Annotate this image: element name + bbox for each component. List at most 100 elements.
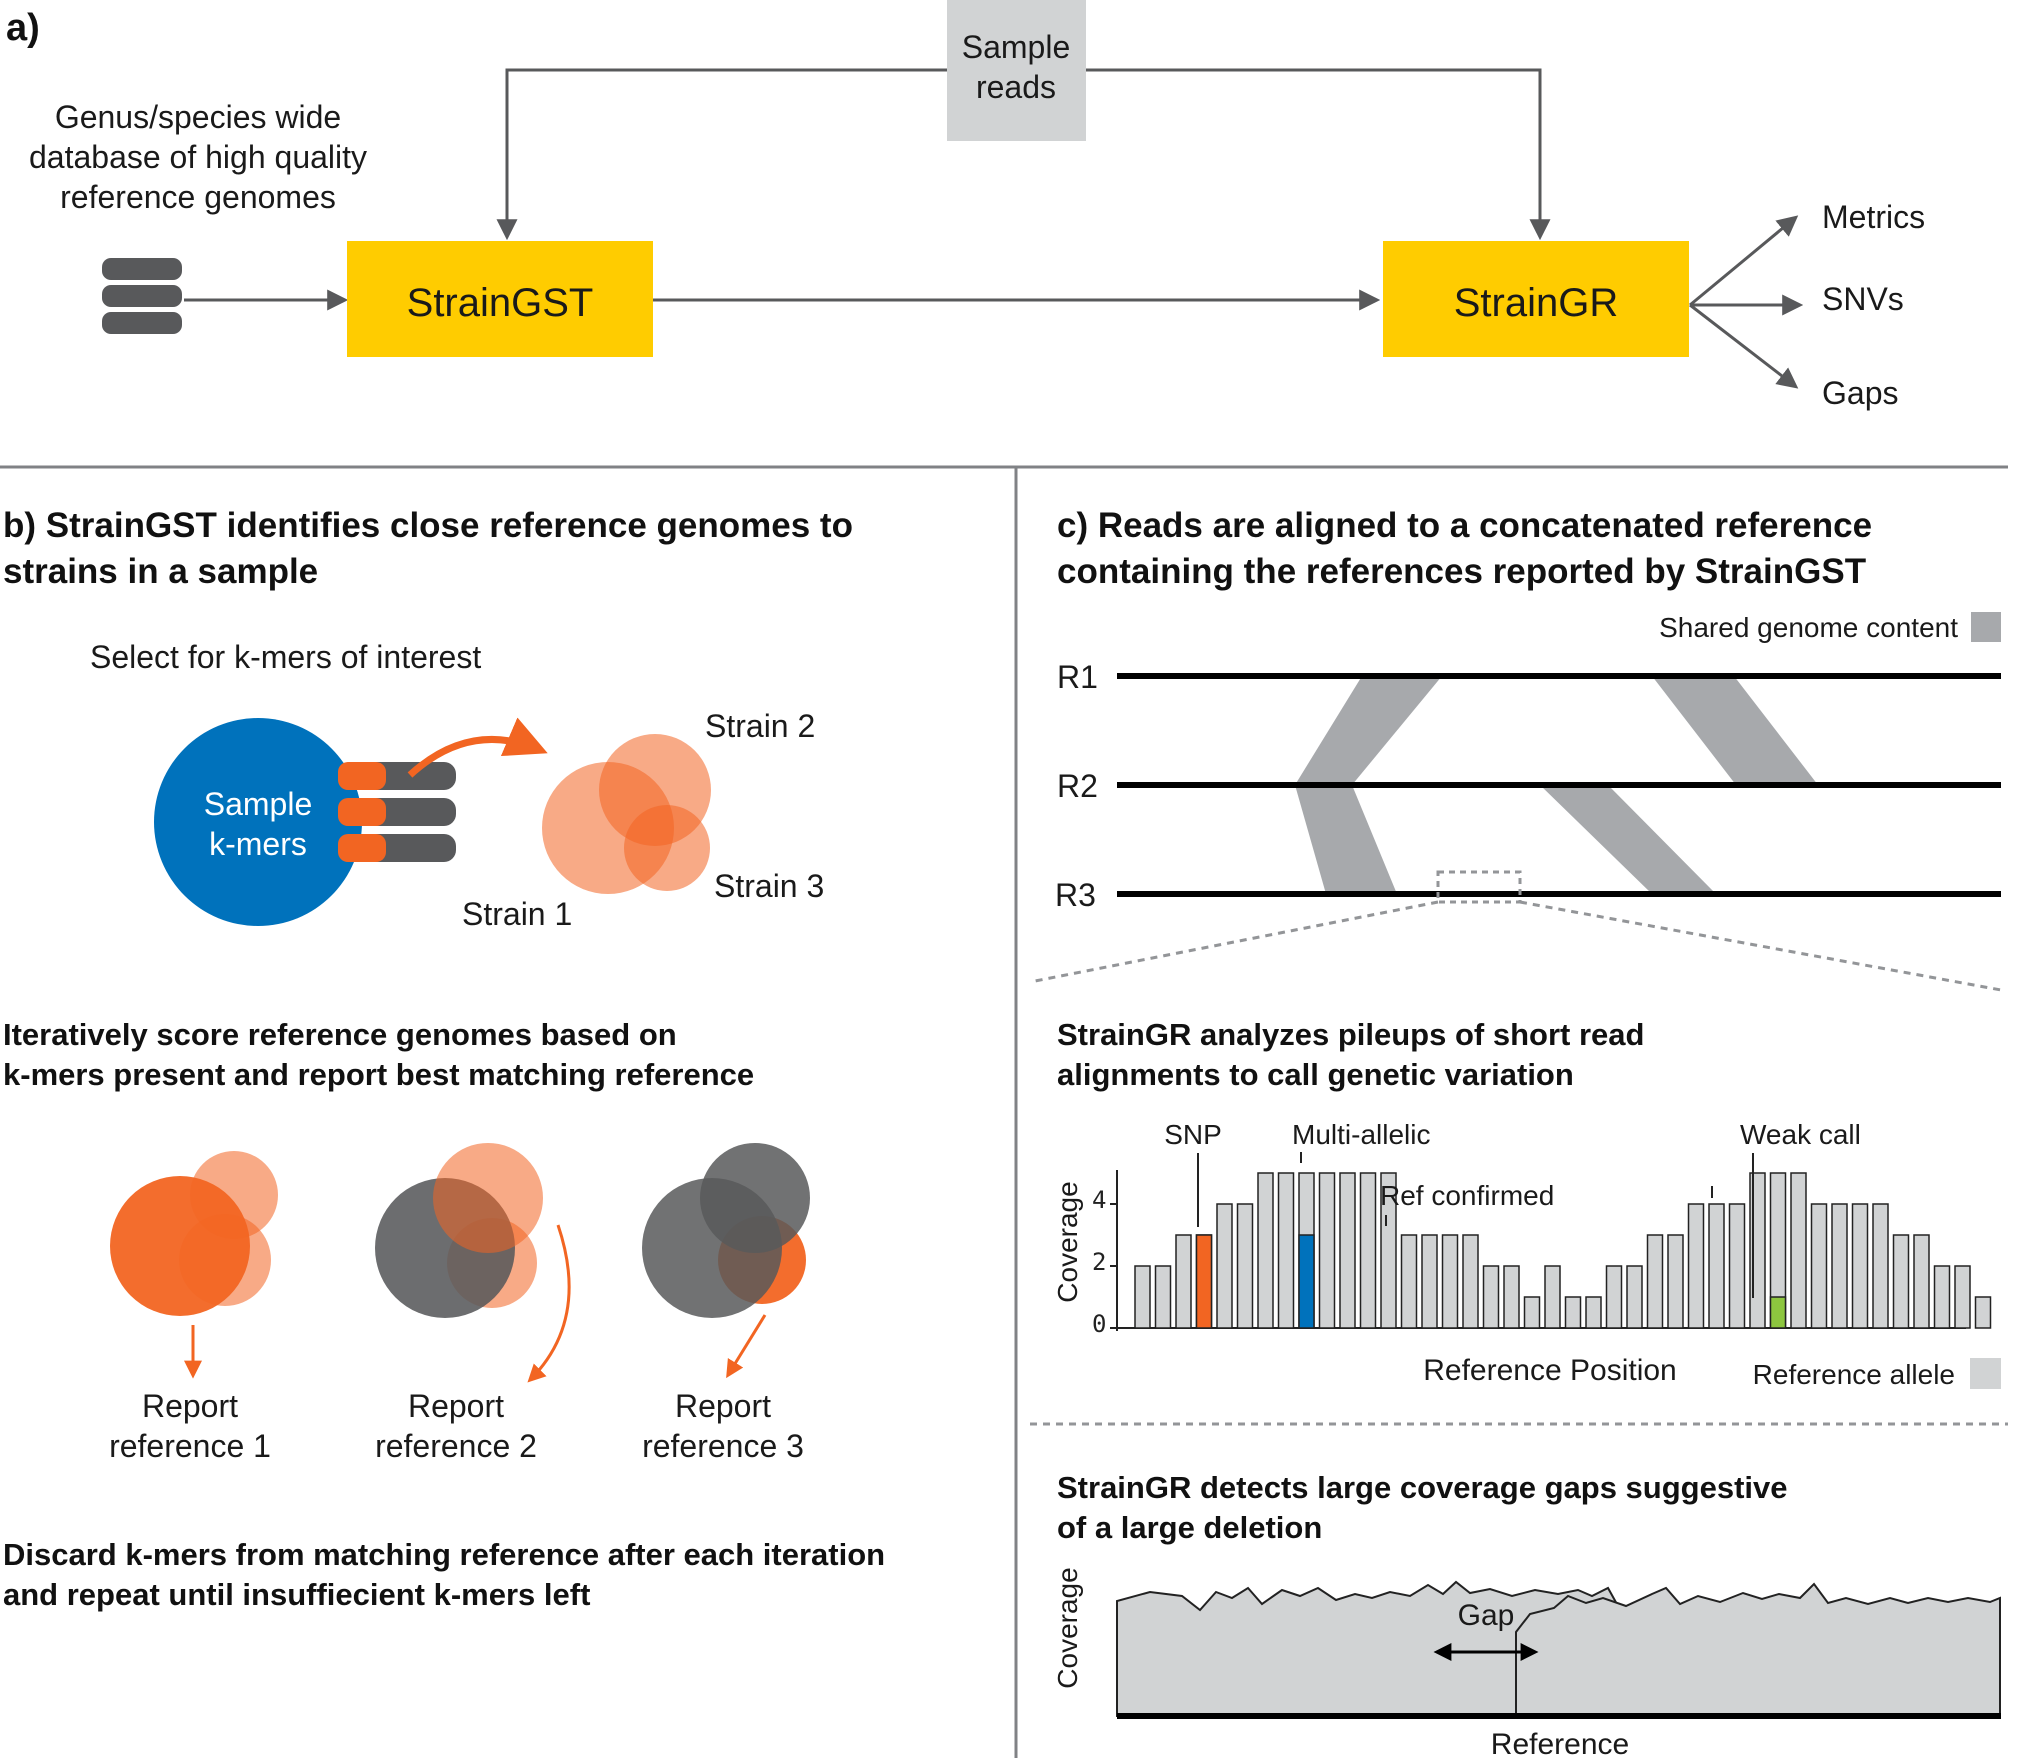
coverage-bar bbox=[1872, 1203, 1889, 1329]
coverage-bar bbox=[1605, 1265, 1623, 1329]
coverage-bar bbox=[1523, 1296, 1541, 1329]
coverage-bar bbox=[1626, 1265, 1643, 1329]
iterate-line2: k-mers present and report best matching … bbox=[3, 1057, 754, 1092]
pileup-bars bbox=[1134, 1172, 1992, 1329]
coverage-bar bbox=[1441, 1234, 1459, 1329]
coverage-bar bbox=[1667, 1234, 1684, 1329]
report-2-arrow bbox=[527, 1224, 571, 1383]
coverage-bar bbox=[1134, 1265, 1151, 1329]
iteration-1-venn bbox=[110, 1151, 278, 1316]
report-2-line1: Report bbox=[408, 1388, 504, 1424]
coverage-bar bbox=[1277, 1172, 1295, 1329]
database-label-line3: reference genomes bbox=[60, 179, 336, 215]
pileup-title-line2: alignments to call genetic variation bbox=[1057, 1057, 1574, 1092]
sample-kmers-circle bbox=[154, 718, 362, 926]
sample-reads-box bbox=[947, 0, 1086, 141]
weak-call-annotation: Weak call bbox=[1740, 1119, 1861, 1150]
database-icon bbox=[102, 258, 182, 334]
gaps-arrow bbox=[1689, 303, 1799, 389]
coverage-left-block bbox=[1116, 1580, 1631, 1717]
ytick-2: 2 bbox=[1092, 1248, 1106, 1276]
ytick-4: 4 bbox=[1092, 1186, 1106, 1214]
output-gaps: Gaps bbox=[1822, 375, 1898, 411]
panel-c-title-line2: containing the references reported by St… bbox=[1057, 552, 1866, 591]
coverage-bar bbox=[1810, 1203, 1828, 1329]
shared-content-legend-swatch bbox=[1971, 612, 2001, 642]
discard-line2: and repeat until insuffiecient k-mers le… bbox=[3, 1577, 590, 1612]
strain-1-label: Strain 1 bbox=[462, 896, 572, 932]
coverage-bar bbox=[1544, 1265, 1561, 1329]
output-snvs: SNVs bbox=[1822, 281, 1904, 317]
gap-label: Gap bbox=[1458, 1599, 1515, 1632]
iteration-2-venn bbox=[375, 1143, 543, 1318]
straingr-box bbox=[1383, 241, 1689, 357]
coverage-bar bbox=[1482, 1265, 1500, 1329]
database-label-line2: database of high quality bbox=[29, 139, 367, 175]
coverage-bar bbox=[1175, 1234, 1192, 1329]
sample-reads-line2: reads bbox=[976, 69, 1056, 105]
select-kmers-label: Select for k-mers of interest bbox=[90, 639, 481, 675]
zoom-region bbox=[1436, 870, 1522, 904]
coverage-bar bbox=[1236, 1203, 1254, 1329]
coverage-bar bbox=[1257, 1172, 1274, 1329]
coverage-bar bbox=[1503, 1265, 1520, 1329]
gap-title-line2: of a large deletion bbox=[1057, 1510, 1322, 1545]
coverage-bar bbox=[1380, 1172, 1397, 1329]
panel-a: a) Genus/species wide database of high q… bbox=[6, 0, 1925, 411]
sample-reads-line1: Sample bbox=[962, 29, 1071, 65]
output-metrics: Metrics bbox=[1822, 199, 1925, 235]
straingst-label: StrainGST bbox=[407, 281, 594, 325]
coverage-bar bbox=[1831, 1203, 1848, 1329]
sample-to-straingst-arrow bbox=[496, 68, 947, 241]
ref-r3-label: R3 bbox=[1055, 877, 1096, 913]
iterate-line1: Iteratively score reference genomes base… bbox=[3, 1017, 677, 1052]
coverage-bar bbox=[1974, 1296, 1992, 1329]
panel-b: b) StrainGST identifies close reference … bbox=[3, 506, 885, 1612]
coverage-bar bbox=[1728, 1203, 1746, 1329]
strain-3-label: Strain 3 bbox=[714, 868, 824, 904]
panel-c: c) Reads are aligned to a concatenated r… bbox=[1029, 506, 2008, 1758]
coverage-bar bbox=[1790, 1172, 1807, 1329]
sample-kmers-line2: k-mers bbox=[209, 826, 307, 862]
coverage-bar bbox=[1954, 1265, 1971, 1329]
reference-database-icon bbox=[338, 762, 456, 862]
report-3-line2: reference 3 bbox=[642, 1428, 804, 1464]
coverage-bar bbox=[1708, 1203, 1725, 1329]
report-3-line1: Report bbox=[675, 1388, 771, 1424]
metrics-arrow bbox=[1689, 215, 1799, 307]
shared-content-legend-label: Shared genome content bbox=[1659, 612, 1958, 643]
coverage-bar bbox=[1339, 1172, 1356, 1329]
gap-xlabel: Reference bbox=[1491, 1728, 1629, 1758]
coverage-bar bbox=[1892, 1234, 1910, 1329]
coverage-bar bbox=[1646, 1234, 1664, 1329]
coverage-bar bbox=[1564, 1296, 1582, 1329]
report-3-arrow bbox=[726, 1314, 767, 1379]
reference-allele-legend-swatch bbox=[1970, 1358, 2001, 1389]
report-1-line1: Report bbox=[142, 1388, 238, 1424]
multi-allelic-annotation: Multi-allelic bbox=[1292, 1119, 1430, 1150]
sample-to-straingr-arrow bbox=[1086, 68, 1551, 241]
zoom-guide-right bbox=[1519, 900, 2002, 992]
iteration-3-venn bbox=[642, 1143, 810, 1318]
coverage-right-block bbox=[1515, 1582, 2001, 1717]
pileup-title-line1: StrainGR analyzes pileups of short read bbox=[1057, 1017, 1644, 1052]
strain-2-label: Strain 2 bbox=[705, 708, 815, 744]
ytick-0: 0 bbox=[1092, 1310, 1106, 1338]
ref-confirmed-annotation: Ref confirmed bbox=[1380, 1180, 1554, 1211]
pileup-ylabel: Coverage bbox=[1052, 1181, 1083, 1302]
highlight-bar-snp bbox=[1195, 1234, 1213, 1329]
ref-r2-label: R2 bbox=[1057, 768, 1098, 804]
coverage-bar bbox=[1933, 1265, 1951, 1329]
select-arrow bbox=[407, 717, 548, 778]
panel-b-title-line2: strains in a sample bbox=[3, 552, 318, 591]
shared-content-bands bbox=[1295, 676, 1818, 894]
pileup-xlabel: Reference Position bbox=[1423, 1354, 1676, 1387]
reference-allele-legend-label: Reference allele bbox=[1753, 1359, 1955, 1390]
coverage-bar bbox=[1687, 1203, 1705, 1329]
coverage-bar bbox=[1359, 1172, 1377, 1329]
coverage-bar bbox=[1913, 1234, 1930, 1329]
coverage-bar bbox=[1585, 1296, 1602, 1329]
sample-kmers-line1: Sample bbox=[204, 786, 313, 822]
gap-ylabel: Coverage bbox=[1052, 1567, 1083, 1688]
